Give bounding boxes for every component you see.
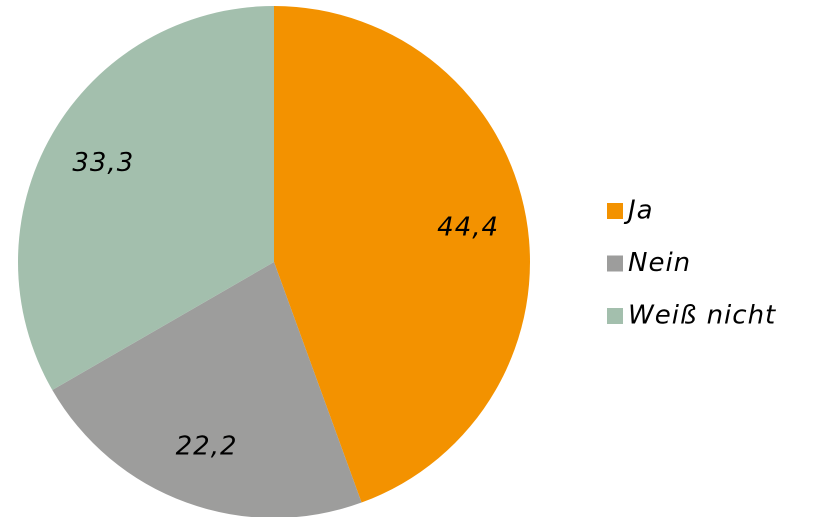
legend-swatch: [607, 203, 623, 219]
data-label: 33,3: [72, 148, 134, 178]
legend-swatch: [607, 255, 623, 272]
data-label: 44,4: [437, 212, 499, 242]
legend-swatch: [607, 308, 623, 324]
legend-label: Ja: [623, 196, 654, 226]
pie-slice: [18, 6, 275, 390]
legend-label: Weiß nicht: [628, 301, 776, 331]
pie-slice: [52, 262, 362, 517]
data-label: 22,2: [176, 432, 238, 462]
pie-slice: [274, 6, 530, 503]
legend-label: Nein: [628, 248, 691, 278]
